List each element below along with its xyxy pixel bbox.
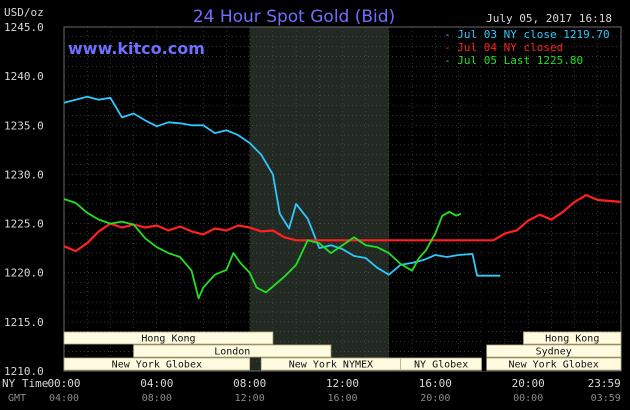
x-tick-label-ny: 08:00	[233, 377, 266, 390]
x-tick-label-gmt: 16:00	[327, 393, 357, 404]
market-session-bar	[63, 357, 251, 371]
legend-entry: - Jul 03 NY close 1219.70	[444, 28, 610, 41]
series-line-2	[63, 194, 621, 253]
x-tick-label-gmt: 12:00	[235, 393, 265, 404]
ny-time-label: NY Time	[2, 377, 48, 390]
y-tick-label: 1245.0	[4, 21, 44, 34]
y-tick-label: 1235.0	[4, 119, 44, 132]
y-tick-label: 1210.0	[4, 365, 44, 378]
legend: - Jul 03 NY close 1219.70- Jul 04 NY clo…	[444, 28, 610, 67]
market-session-label: New York Globex	[509, 360, 599, 371]
gmt-label: GMT	[8, 393, 26, 404]
market-session-label: NY Globex	[414, 360, 468, 371]
y-tick-label: 1230.0	[4, 168, 44, 181]
y-tick-label: 1225.0	[4, 218, 44, 231]
market-session-label: New York Globex	[112, 360, 202, 371]
x-tick-label-gmt: 04:00	[49, 393, 79, 404]
chart-title: 24 Hour Spot Gold (Bid)	[193, 7, 395, 27]
x-tick-label-ny: 12:00	[326, 377, 359, 390]
closed-gap	[481, 28, 487, 371]
datetime-label: July 05, 2017 16:18	[486, 12, 612, 25]
legend-entry: - Jul 05 Last 1225.80	[444, 54, 583, 67]
x-tick-label-gmt: 08:00	[142, 393, 172, 404]
x-tick-label-ny: 23:59	[588, 377, 621, 390]
units-label: USD/oz	[4, 6, 44, 19]
market-session-label: Hong Kong	[141, 334, 195, 345]
x-tick-label-ny: 04:00	[140, 377, 173, 390]
market-session-bar	[63, 331, 274, 345]
market-session-label: Sydney	[536, 347, 572, 358]
market-session-bar	[133, 344, 332, 358]
market-session-label: London	[214, 347, 250, 358]
x-tick-label-gmt: 00:00	[513, 393, 543, 404]
website-label: www.kitco.com	[68, 39, 205, 58]
series-line-3	[63, 198, 462, 300]
y-tick-label: 1215.0	[4, 316, 44, 329]
market-session-bar	[523, 331, 622, 345]
x-tick-label-gmt: 03:59	[591, 393, 621, 404]
series-line-1	[63, 95, 501, 277]
y-tick-label: 1240.0	[4, 70, 44, 83]
market-session-label: New York NYMEX	[289, 360, 373, 371]
market-session-label: Hong Kong	[545, 334, 599, 345]
x-tick-label-ny: 20:00	[512, 377, 545, 390]
legend-entry: - Jul 04 NY closed	[444, 41, 563, 54]
x-tick-label-ny: 00:00	[47, 377, 80, 390]
x-tick-label-gmt: 20:00	[420, 393, 450, 404]
x-tick-label-ny: 16:00	[419, 377, 452, 390]
y-tick-label: 1220.0	[4, 267, 44, 280]
